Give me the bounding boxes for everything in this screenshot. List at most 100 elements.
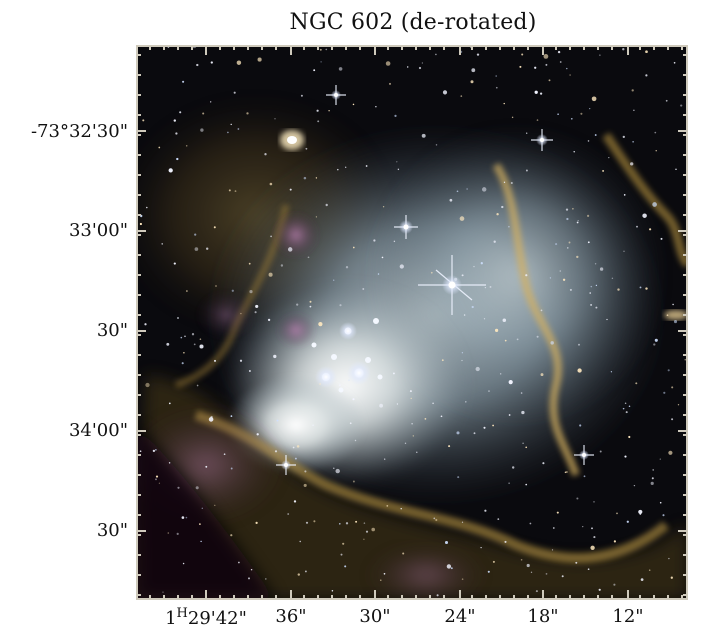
background-star xyxy=(500,373,502,375)
background-star xyxy=(590,285,593,288)
background-star xyxy=(508,380,513,385)
background-star xyxy=(385,61,391,66)
background-star xyxy=(176,532,179,536)
background-star xyxy=(476,53,480,56)
background-star xyxy=(613,540,617,543)
background-star xyxy=(307,256,310,259)
background-star xyxy=(352,398,355,401)
background-star xyxy=(569,74,571,76)
background-star xyxy=(465,401,467,403)
background-star xyxy=(622,135,625,139)
background-star xyxy=(483,318,486,320)
background-star xyxy=(179,111,182,114)
background-star xyxy=(181,362,184,365)
background-star xyxy=(680,104,683,107)
background-star xyxy=(624,402,627,405)
background-star xyxy=(344,565,347,568)
background-star xyxy=(421,133,426,138)
background-star xyxy=(540,309,543,312)
background-star xyxy=(526,132,528,134)
background-star xyxy=(461,578,464,580)
background-star xyxy=(589,292,591,294)
background-star xyxy=(639,513,642,515)
background-star xyxy=(155,475,159,478)
background-star xyxy=(671,386,674,389)
background-star xyxy=(550,341,554,345)
background-star xyxy=(345,522,349,525)
background-star xyxy=(255,521,258,525)
background-star xyxy=(365,165,368,167)
background-star xyxy=(325,203,328,207)
background-star xyxy=(176,157,179,161)
background-star xyxy=(349,422,352,425)
background-star xyxy=(522,442,524,445)
background-star xyxy=(606,318,608,321)
background-star xyxy=(461,274,464,277)
background-star xyxy=(489,285,492,288)
background-star xyxy=(493,240,496,243)
background-star xyxy=(430,271,433,274)
background-star xyxy=(200,128,204,132)
background-star xyxy=(460,95,463,97)
background-star xyxy=(380,579,382,581)
background-star xyxy=(444,540,449,545)
background-star xyxy=(180,336,183,339)
background-star xyxy=(194,247,199,251)
background-star xyxy=(594,263,597,265)
background-star xyxy=(566,217,569,221)
background-star xyxy=(264,153,267,156)
background-star xyxy=(309,305,312,308)
background-star xyxy=(238,561,240,564)
y-tick-label: 34'00" xyxy=(68,420,128,441)
background-star xyxy=(196,384,199,387)
background-star xyxy=(365,530,369,533)
background-star xyxy=(587,241,590,244)
background-star xyxy=(293,500,297,503)
background-star xyxy=(540,373,544,377)
background-star xyxy=(421,62,424,64)
background-star xyxy=(442,90,448,95)
background-star xyxy=(568,241,571,244)
background-star xyxy=(389,82,391,85)
background-star xyxy=(456,431,460,435)
background-star xyxy=(511,116,514,119)
background-star xyxy=(480,262,483,265)
background-star xyxy=(525,169,528,172)
background-star xyxy=(573,150,575,153)
background-star xyxy=(377,273,380,275)
background-star xyxy=(397,168,400,171)
background-star xyxy=(473,432,476,435)
background-star xyxy=(651,477,654,480)
background-star xyxy=(196,63,199,67)
background-star xyxy=(228,189,231,192)
background-star xyxy=(543,54,549,59)
background-star xyxy=(142,119,145,122)
background-star xyxy=(633,109,635,111)
background-star xyxy=(296,445,300,448)
background-star xyxy=(333,467,335,469)
x-tick-label: 36" xyxy=(275,606,307,627)
background-star xyxy=(394,114,397,118)
background-star xyxy=(381,256,384,259)
background-star xyxy=(255,304,259,308)
background-star xyxy=(645,50,648,54)
background-star xyxy=(139,222,142,226)
background-star xyxy=(671,418,674,421)
background-star xyxy=(670,576,673,579)
y-tick-label: 30" xyxy=(96,320,128,341)
background-star xyxy=(406,66,409,68)
background-star xyxy=(591,527,593,530)
background-star xyxy=(583,475,586,478)
background-star xyxy=(195,486,199,490)
background-star xyxy=(299,540,301,543)
x-tick-label-text: 1H29'42" xyxy=(165,606,247,629)
background-star xyxy=(402,552,405,555)
background-star xyxy=(168,402,171,405)
background-star xyxy=(565,208,569,211)
background-star xyxy=(673,320,678,324)
background-star xyxy=(652,469,654,471)
background-star xyxy=(339,523,341,525)
background-star xyxy=(582,525,584,528)
background-star xyxy=(223,453,226,456)
background-star xyxy=(570,117,573,120)
